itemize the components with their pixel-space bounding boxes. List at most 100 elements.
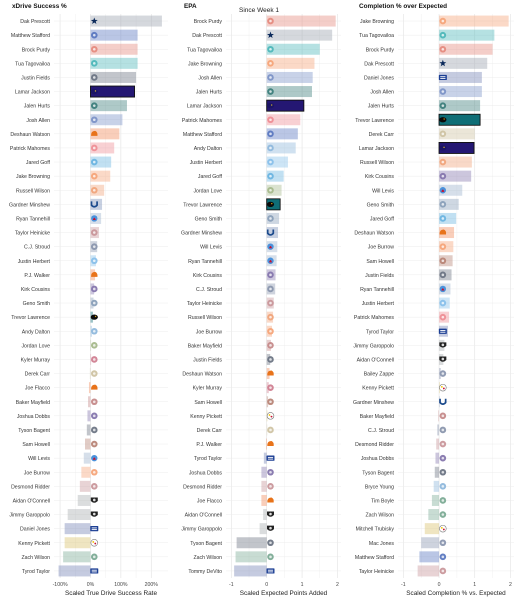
bar: [438, 410, 440, 422]
logo-icon: [90, 116, 98, 124]
shield-icon: [439, 356, 447, 362]
row-label: Patrick Mahomes: [182, 118, 222, 124]
bar: [266, 29, 333, 41]
row-label: Russell Wilson: [360, 160, 394, 166]
bar: [90, 156, 112, 168]
logo-icon: [90, 412, 98, 420]
grid: [54, 14, 168, 578]
logo-icon: [267, 17, 274, 25]
bar: [64, 523, 91, 535]
bar: [90, 339, 92, 351]
row-label: Tua Tagovailoa: [187, 47, 222, 53]
row-label: Andy Dalton: [22, 329, 50, 335]
logo-icon: [439, 412, 447, 420]
ny-icon: [90, 568, 99, 574]
bar: [439, 100, 481, 112]
x-axis-label: Scaled Completion % vs. Expected: [406, 590, 506, 597]
logo-icon: [439, 539, 447, 547]
row-label: Tommy DeVito: [188, 569, 222, 575]
row-label: Matthew Stafford: [355, 555, 394, 561]
row-label: Taylor Heinicke: [15, 231, 50, 237]
row-label: Kyler Murray: [21, 357, 51, 363]
bar: [90, 114, 123, 126]
row-label: Justin Herbert: [18, 259, 51, 265]
row-label: Jake Browning: [16, 174, 50, 180]
logo-icon: [439, 45, 447, 53]
logo-icon: [439, 130, 447, 138]
row-label: Aidan O'Connell: [13, 498, 50, 504]
row-label: Tyrod Taylor: [366, 329, 394, 335]
logo-icon: [90, 172, 98, 180]
row-label: Derek Carr: [197, 428, 223, 434]
ny-icon: [90, 526, 99, 532]
bar: [90, 85, 136, 98]
row-label: Tyson Bagent: [362, 470, 394, 476]
row-label: Kirk Cousins: [365, 174, 395, 180]
row-label: Mitchell Trubisky: [356, 527, 395, 533]
row-label: Daniel Jones: [20, 527, 50, 533]
row-label: Andy Dalton: [194, 146, 222, 152]
bar: [79, 480, 91, 492]
logo-icon: [90, 74, 98, 81]
bar: [439, 57, 488, 69]
row-label: Josh Allen: [198, 75, 222, 81]
bar: [263, 509, 267, 521]
row-label: Brock Purdy: [194, 19, 223, 25]
row-label: Derek Carr: [369, 132, 395, 138]
logo-icon: [90, 327, 98, 335]
row-label: Dak Prescott: [364, 61, 394, 67]
row-label: Trevor Lawrence: [183, 202, 222, 208]
helmet-icon: [267, 370, 274, 376]
logo-icon: [90, 45, 98, 53]
row-label: Tua Tagovailoa: [15, 61, 50, 67]
logo-icon: [439, 468, 447, 476]
bar: [266, 142, 296, 154]
logo-icon: [267, 468, 274, 476]
logo-icon: [90, 370, 98, 377]
row-label: Sam Howell: [194, 400, 222, 406]
row-label: Josh Allen: [370, 90, 394, 96]
chart-title: EPA: [184, 3, 197, 10]
row-label: Aidan O'Connell: [357, 357, 394, 363]
row-label: Daniel Jones: [364, 75, 394, 81]
bar: [439, 170, 472, 182]
bar: [90, 170, 111, 182]
row-label: Lamar Jackson: [187, 104, 222, 110]
logo-icon: [267, 285, 274, 293]
logo-icon: [439, 553, 447, 561]
bar: [266, 71, 313, 83]
logo-icon: [90, 356, 98, 363]
logo-icon: [439, 243, 447, 250]
row-label: Brock Purdy: [366, 47, 395, 53]
bar: [90, 353, 92, 365]
logo-icon: [267, 483, 274, 490]
row-label: Jake Browning: [188, 61, 222, 67]
logo-icon: [267, 398, 274, 406]
row-label: Will Levis: [372, 188, 394, 194]
row-label: Geno Smith: [23, 301, 51, 307]
tick-label: -1: [401, 582, 406, 588]
bar: [266, 184, 282, 196]
bar: [81, 466, 91, 478]
bar: [90, 15, 162, 27]
tick-label: 1: [473, 582, 476, 588]
row-label: Tyson Bagent: [190, 541, 222, 547]
row-label: Kirk Cousins: [21, 287, 51, 293]
bar: [266, 128, 298, 140]
bar: [58, 565, 91, 577]
flame-icon: [91, 215, 98, 222]
row-label: Tyrod Taylor: [22, 569, 50, 575]
flame-icon: [267, 257, 274, 264]
helmet-icon: [439, 229, 447, 235]
row-label: Desmond Ridder: [11, 484, 50, 490]
row-label: Matthew Stafford: [183, 132, 222, 138]
bar: [266, 170, 284, 182]
logo-icon: [90, 229, 98, 236]
row-label: Justin Herbert: [362, 301, 395, 307]
flame-icon: [439, 187, 447, 194]
row-label: Taylor Heinicke: [359, 569, 394, 575]
row-label: Baker Mayfield: [16, 400, 50, 406]
logo-icon: [90, 285, 98, 293]
horseshoe-icon: [266, 229, 275, 236]
bar: [439, 43, 493, 55]
